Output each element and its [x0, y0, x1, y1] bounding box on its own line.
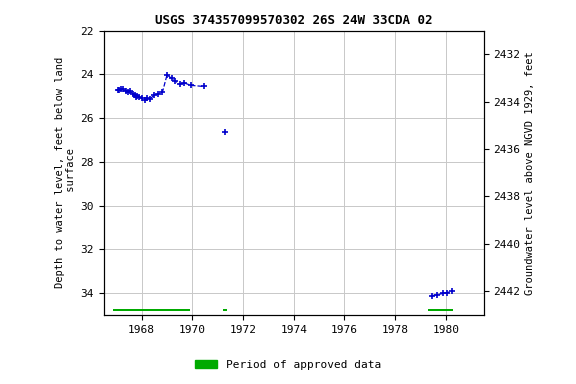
Title: USGS 374357099570302 26S 24W 33CDA 02: USGS 374357099570302 26S 24W 33CDA 02 [155, 14, 433, 27]
Bar [428, 309, 453, 311]
Bar [223, 309, 228, 311]
Bar [112, 309, 190, 311]
Legend: Period of approved data: Period of approved data [191, 356, 385, 375]
Y-axis label: Depth to water level, feet below land
 surface: Depth to water level, feet below land su… [55, 57, 76, 288]
Y-axis label: Groundwater level above NGVD 1929, feet: Groundwater level above NGVD 1929, feet [525, 51, 535, 295]
